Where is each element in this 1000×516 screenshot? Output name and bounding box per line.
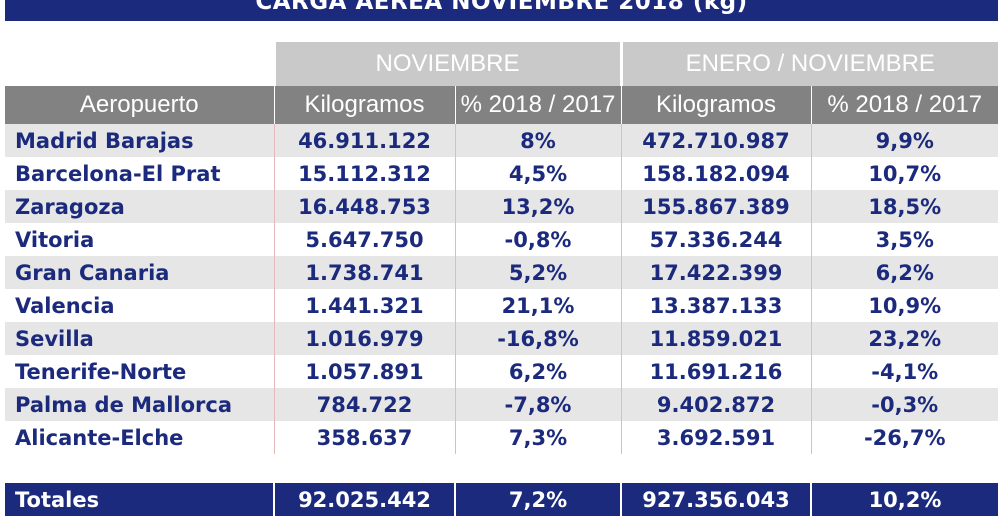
ytd-pct-cell: 10,9%: [811, 289, 998, 322]
table-row: Alicante-Elche 358.637 7,3% 3.692.591 -26,7%: [5, 421, 998, 454]
title-bar: CARGA AÉREA NOVIEMBRE 2018 (kg): [5, 0, 998, 21]
ytd-kg-cell: 472.710.987: [621, 124, 812, 157]
month-kg-cell: 46.911.122: [274, 124, 456, 157]
month-kg-cell: 1.057.891: [274, 355, 456, 388]
table-row: Tenerife-Norte 1.057.891 6,2% 11.691.216 -4,…: [5, 355, 998, 388]
column-header-month-pct: % 2018 / 2017: [455, 86, 622, 124]
ytd-pct-cell: 6,2%: [811, 256, 998, 289]
table-row: Vitoria 5.647.750 -0,8% 57.336.244 3,5%: [5, 223, 998, 256]
ytd-kg-cell: 11.859.021: [621, 322, 812, 355]
ytd-pct-cell: 9,9%: [811, 124, 998, 157]
ytd-kg-cell: 17.422.399: [621, 256, 812, 289]
airport-cell: Madrid Barajas: [5, 124, 275, 157]
month-kg-cell: 16.448.753: [274, 190, 456, 223]
airport-cell: Palma de Mallorca: [5, 388, 275, 421]
ytd-pct-cell: 3,5%: [811, 223, 998, 256]
table-body: Madrid Barajas 46.911.122 8% 472.710.987 9,9…: [5, 124, 998, 454]
airport-cell: Alicante-Elche: [5, 421, 275, 454]
month-pct-cell: -0,8%: [455, 223, 622, 256]
ytd-pct-cell: -0,3%: [811, 388, 998, 421]
column-header-month-kg: Kilogramos: [274, 86, 456, 124]
ytd-pct-cell: 18,5%: [811, 190, 998, 223]
ytd-pct-cell: -26,7%: [811, 421, 998, 454]
ytd-kg-cell: 11.691.216: [621, 355, 812, 388]
airport-cell: Vitoria: [5, 223, 275, 256]
month-kg-cell: 1.738.741: [274, 256, 456, 289]
airport-cell: Barcelona-El Prat: [5, 157, 275, 190]
airport-cell: Tenerife-Norte: [5, 355, 275, 388]
ytd-pct-cell: 10,7%: [811, 157, 998, 190]
group-header-month: NOVIEMBRE: [274, 42, 623, 86]
column-header-ytd-pct: % 2018 / 2017: [811, 86, 998, 124]
table-row: Valencia 1.441.321 21,1% 13.387.133 10,9%: [5, 289, 998, 322]
cargo-table: NOVIEMBRE ENERO / NOVIEMBRE Aeropuerto K…: [5, 42, 998, 516]
month-pct-cell: 13,2%: [455, 190, 622, 223]
ytd-kg-cell: 9.402.872: [621, 388, 812, 421]
group-header-row: NOVIEMBRE ENERO / NOVIEMBRE: [5, 42, 998, 86]
ytd-kg-cell: 3.692.591: [621, 421, 812, 454]
table-row: Palma de Mallorca 784.722 -7,8% 9.402.872 -0…: [5, 388, 998, 421]
ytd-kg-cell: 155.867.389: [621, 190, 812, 223]
table-row: Sevilla 1.016.979 -16,8% 11.859.021 23,2%: [5, 322, 998, 355]
month-pct-cell: 4,5%: [455, 157, 622, 190]
airport-cell: Gran Canaria: [5, 256, 275, 289]
month-kg-cell: 1.016.979: [274, 322, 456, 355]
column-header-row: Aeropuerto Kilogramos % 2018 / 2017 Kilo…: [5, 86, 998, 124]
column-header-airport: Aeropuerto: [5, 86, 275, 124]
month-kg-cell: 1.441.321: [274, 289, 456, 322]
month-pct-cell: -16,8%: [455, 322, 622, 355]
group-header-empty: [5, 42, 276, 86]
airport-cell: Sevilla: [5, 322, 275, 355]
table-row: Gran Canaria 1.738.741 5,2% 17.422.399 6,2%: [5, 256, 998, 289]
month-pct-cell: 6,2%: [455, 355, 622, 388]
airport-cell: Zaragoza: [5, 190, 275, 223]
month-kg-cell: 15.112.312: [274, 157, 456, 190]
month-pct-cell: 5,2%: [455, 256, 622, 289]
ytd-pct-cell: 23,2%: [811, 322, 998, 355]
table-row: Barcelona-El Prat 15.112.312 4,5% 158.182.0…: [5, 157, 998, 190]
group-header-ytd: ENERO / NOVIEMBRE: [621, 42, 998, 86]
month-pct-cell: 21,1%: [455, 289, 622, 322]
month-kg-cell: 5.647.750: [274, 223, 456, 256]
month-kg-cell: 358.637: [274, 421, 456, 454]
month-kg-cell: 784.722: [274, 388, 456, 421]
ytd-pct-cell: -4,1%: [811, 355, 998, 388]
table-row: Madrid Barajas 46.911.122 8% 472.710.987 9,9…: [5, 124, 998, 157]
spacer-row: [5, 454, 998, 483]
page-title: CARGA AÉREA NOVIEMBRE 2018 (kg): [255, 0, 748, 15]
table-row: Zaragoza 16.448.753 13,2% 155.867.389 18,5%: [5, 190, 998, 223]
month-pct-cell: 8%: [455, 124, 622, 157]
ytd-kg-cell: 158.182.094: [621, 157, 812, 190]
ytd-kg-cell: 57.336.244: [621, 223, 812, 256]
column-header-ytd-kg: Kilogramos: [621, 86, 812, 124]
spacer-cell: [5, 454, 998, 483]
month-pct-cell: 7,3%: [455, 421, 622, 454]
airport-cell: Valencia: [5, 289, 275, 322]
ytd-kg-cell: 13.387.133: [621, 289, 812, 322]
month-pct-cell: -7,8%: [455, 388, 622, 421]
